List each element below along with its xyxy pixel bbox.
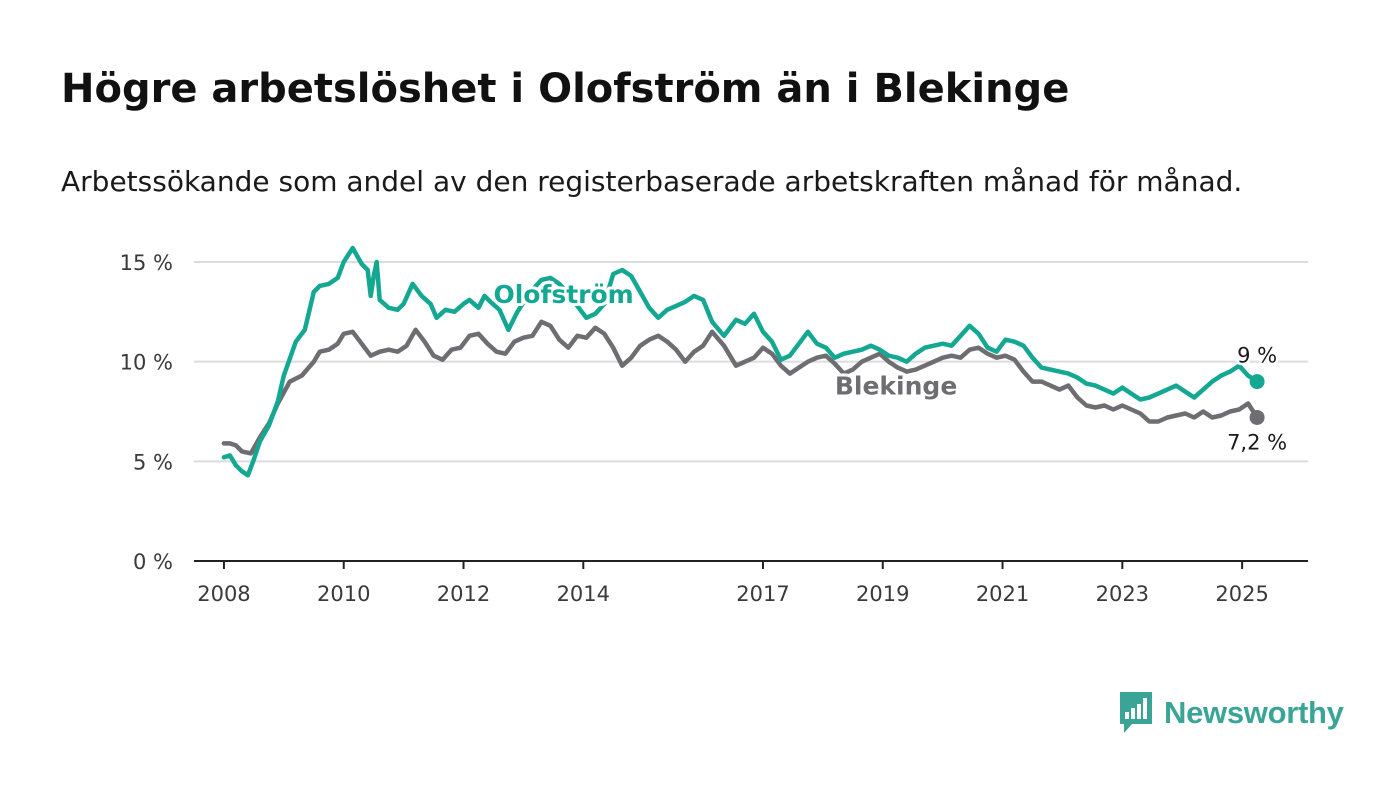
newsworthy-logo: Newsworthy xyxy=(1118,690,1344,736)
x-tick-label: 2025 xyxy=(1215,582,1268,606)
series-label-olofstrom: Olofström xyxy=(493,280,633,309)
y-tick-label: 0 % xyxy=(133,550,173,574)
x-tick-label: 2017 xyxy=(736,582,789,606)
series-lines xyxy=(221,245,1265,478)
x-tick-label: 2014 xyxy=(557,582,610,606)
bar-chart-speech-bubble-icon xyxy=(1120,692,1152,733)
series-line-blekinge xyxy=(221,319,1260,456)
x-tick-label: 2008 xyxy=(197,582,250,606)
grid-lines xyxy=(194,261,1308,463)
y-tick-label: 5 % xyxy=(133,450,173,474)
x-tick-label: 2012 xyxy=(437,582,490,606)
series-labels: Olofström Blekinge 9 % 7,2 % xyxy=(490,277,1289,457)
brand-name: Newsworthy xyxy=(1164,695,1344,730)
y-tick-label: 10 % xyxy=(120,351,173,375)
end-point-blekinge xyxy=(1249,409,1265,425)
end-point-olofstrom xyxy=(1249,374,1265,390)
x-tick-label: 2023 xyxy=(1096,582,1149,606)
chart-title: Högre arbetslöshet i Olofström än i Blek… xyxy=(61,66,1070,112)
chart-subtitle: Arbetssökande som andel av den registerb… xyxy=(61,165,1243,198)
x-tick-label: 2010 xyxy=(317,582,370,606)
y-tick-label: 15 % xyxy=(120,251,173,275)
x-tick-label: 2019 xyxy=(856,582,909,606)
end-label-blekinge: 7,2 % xyxy=(1227,430,1287,454)
series-line-olofstrom xyxy=(221,245,1260,478)
series-label-blekinge: Blekinge xyxy=(835,372,957,401)
end-label-olofstrom: 9 % xyxy=(1237,344,1277,368)
axes: 0 % 5 % 10 % 15 % 2008 2010 2012 2014 2017 2019 20… xyxy=(120,251,1308,606)
x-tick-label: 2021 xyxy=(976,582,1029,606)
